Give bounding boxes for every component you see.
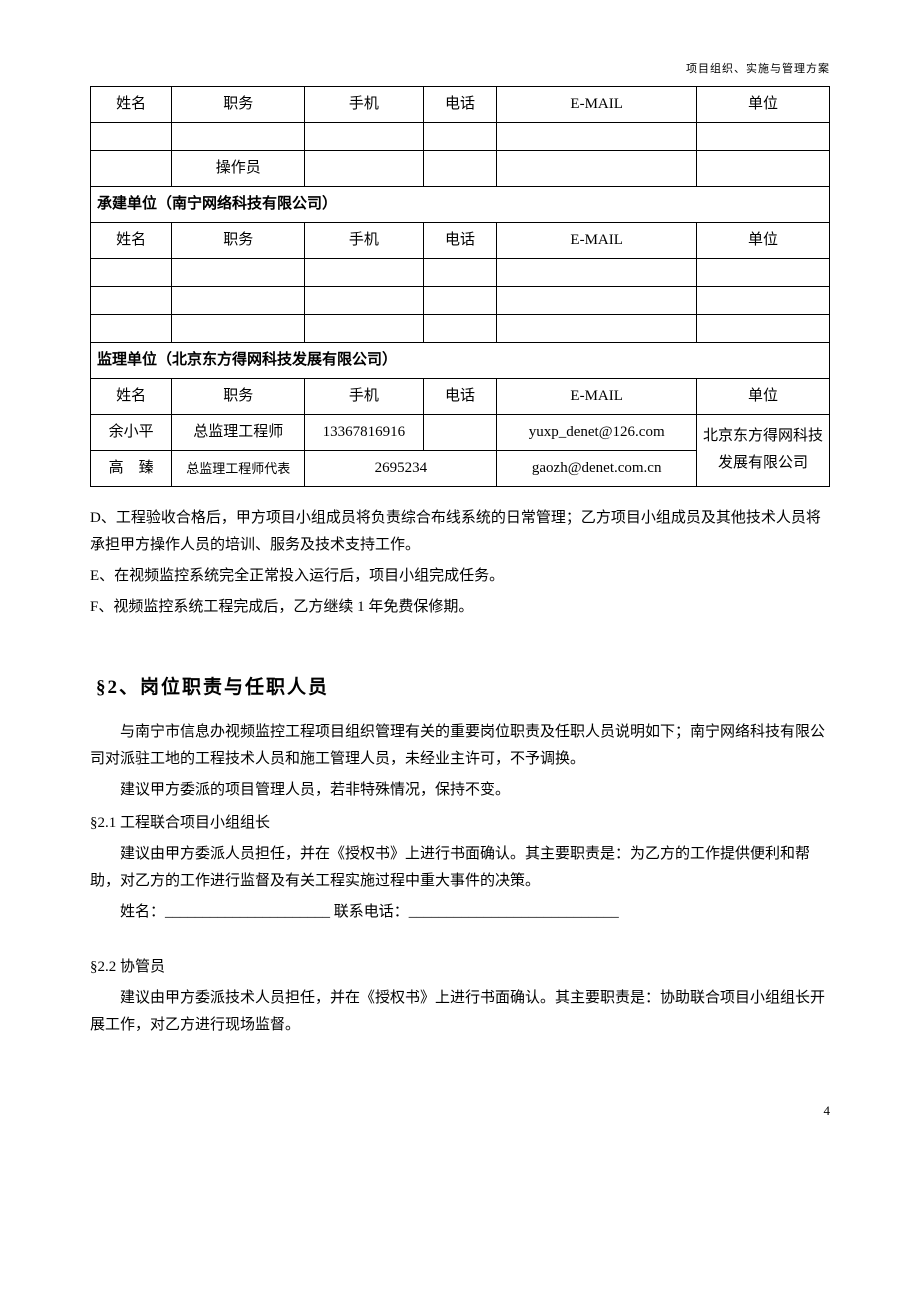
paragraph-f: F、视频监控系统工程完成后，乙方继续 1 年免费保修期。 <box>90 594 830 621</box>
th-tel: 电话 <box>423 378 497 414</box>
cell-unit <box>696 150 829 186</box>
th-tel: 电话 <box>423 222 497 258</box>
cell-role: 操作员 <box>172 150 305 186</box>
staff-table: 姓名 职务 手机 电话 E-MAIL 单位 操作员 承建单位（南宁网络科技有限公… <box>90 86 830 487</box>
th-name: 姓名 <box>91 222 172 258</box>
th-unit: 单位 <box>696 86 829 122</box>
table-row: 余小平 总监理工程师 13367816916 yuxp_denet@126.co… <box>91 414 830 450</box>
th-role: 职务 <box>172 378 305 414</box>
section-2-1-p: 建议由甲方委派人员担任，并在《授权书》上进行书面确认。其主要职责是：为乙方的工作… <box>90 841 830 895</box>
cell-role: 总监理工程师 <box>172 414 305 450</box>
cell-name <box>91 122 172 150</box>
page-number: 4 <box>90 1099 830 1122</box>
table-row <box>91 286 830 314</box>
cell-unit <box>696 122 829 150</box>
table-row <box>91 122 830 150</box>
section-2-title: §2、岗位职责与任职人员 <box>96 671 830 705</box>
section-2-2-p: 建议由甲方委派技术人员担任，并在《授权书》上进行书面确认。其主要职责是：协助联合… <box>90 985 830 1039</box>
th-email: E-MAIL <box>497 86 697 122</box>
cell-role: 总监理工程师代表 <box>172 450 305 486</box>
th-unit: 单位 <box>696 222 829 258</box>
table-row: 操作员 <box>91 150 830 186</box>
th-name: 姓名 <box>91 378 172 414</box>
cell-email <box>497 150 697 186</box>
th-role: 职务 <box>172 222 305 258</box>
page-header: 项目组织、实施与管理方案 <box>90 60 830 80</box>
cell-email: gaozh@denet.com.cn <box>497 450 697 486</box>
th-tel: 电话 <box>423 86 497 122</box>
th-role: 职务 <box>172 86 305 122</box>
cell-name: 余小平 <box>91 414 172 450</box>
th-name: 姓名 <box>91 86 172 122</box>
cell-name: 高 臻 <box>91 450 172 486</box>
table-header-row: 姓名 职务 手机 电话 E-MAIL 单位 <box>91 378 830 414</box>
cell-role <box>172 122 305 150</box>
table-header-row: 姓名 职务 手机 电话 E-MAIL 单位 <box>91 222 830 258</box>
section-2-2-title: §2.2 协管员 <box>90 954 830 981</box>
cell-tel <box>423 414 497 450</box>
cell-email: yuxp_denet@126.com <box>497 414 697 450</box>
table-row <box>91 258 830 286</box>
th-phone: 手机 <box>305 86 423 122</box>
cell-phone <box>305 122 423 150</box>
cell-tel <box>423 150 497 186</box>
cell-name <box>91 150 172 186</box>
table-header-row: 姓名 职务 手机 电话 E-MAIL 单位 <box>91 86 830 122</box>
cell-email <box>497 122 697 150</box>
section-2-p1: 与南宁市信息办视频监控工程项目组织管理有关的重要岗位职责及任职人员说明如下；南宁… <box>90 719 830 773</box>
section-row: 监理单位（北京东方得网科技发展有限公司） <box>91 342 830 378</box>
section-row: 承建单位（南宁网络科技有限公司） <box>91 186 830 222</box>
table-row <box>91 314 830 342</box>
section-2-1-line: 姓名：______________________ 联系电话：_________… <box>90 899 830 926</box>
th-phone: 手机 <box>305 222 423 258</box>
cell-unit: 北京东方得网科技发展有限公司 <box>696 414 829 486</box>
th-unit: 单位 <box>696 378 829 414</box>
th-phone: 手机 <box>305 378 423 414</box>
paragraph-e: E、在视频监控系统完全正常投入运行后，项目小组完成任务。 <box>90 563 830 590</box>
paragraph-d: D、工程验收合格后，甲方项目小组成员将负责综合布线系统的日常管理；乙方项目小组成… <box>90 505 830 559</box>
section-title-cell: 监理单位（北京东方得网科技发展有限公司） <box>91 342 830 378</box>
cell-phone <box>305 150 423 186</box>
section-2-p2: 建议甲方委派的项目管理人员，若非特殊情况，保持不变。 <box>90 777 830 804</box>
th-email: E-MAIL <box>497 222 697 258</box>
cell-phone: 13367816916 <box>305 414 423 450</box>
th-email: E-MAIL <box>497 378 697 414</box>
section-2-1-title: §2.1 工程联合项目小组组长 <box>90 810 830 837</box>
cell-phone: 2695234 <box>305 450 497 486</box>
section-title-cell: 承建单位（南宁网络科技有限公司） <box>91 186 830 222</box>
cell-tel <box>423 122 497 150</box>
